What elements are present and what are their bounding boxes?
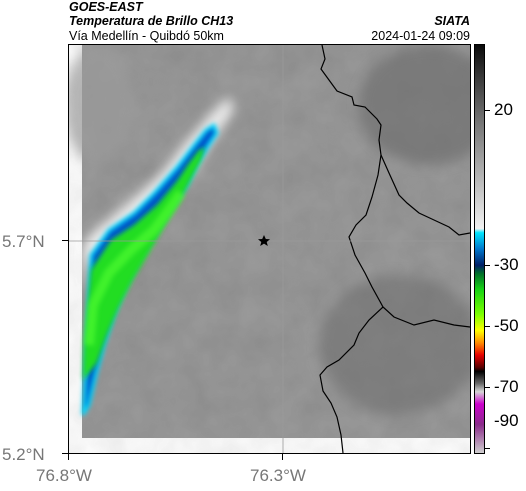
channel-subtitle: Temperatura de Brillo CH13 (69, 14, 234, 28)
colorbar (474, 44, 485, 454)
lon-tick (282, 454, 283, 460)
colorbar-label: -90 (494, 411, 519, 430)
product-title: GOES-EAST (69, 0, 143, 14)
route-label: Vía Medellín - Quibdó 50km (69, 29, 224, 43)
colorbar-label: 20 (494, 100, 513, 119)
lat-label: 5.2°N (2, 445, 45, 464)
map-canvas (69, 45, 470, 453)
satellite-map[interactable] (68, 44, 471, 454)
lon-label: 76.3°W (250, 466, 306, 485)
colorbar-tick (485, 110, 490, 111)
lon-tick (68, 454, 69, 460)
colorbar-label: -70 (494, 377, 519, 396)
star-icon (258, 235, 270, 246)
lat-label: 5.7°N (2, 232, 45, 251)
lon-label: 76.8°W (36, 466, 92, 485)
organization-label: SIATA (434, 14, 470, 28)
colorbar-tick (485, 448, 490, 449)
colorbar-tick (485, 387, 490, 388)
colorbar-tick (485, 326, 490, 327)
lat-tick (62, 453, 68, 454)
timestamp: 2024-01-24 09:09 (371, 29, 470, 43)
lat-tick (62, 240, 68, 241)
colorbar-label: -50 (494, 316, 519, 335)
border-line (320, 45, 470, 328)
colorbar-label: -30 (494, 255, 519, 274)
colorbar-tick (485, 265, 490, 266)
